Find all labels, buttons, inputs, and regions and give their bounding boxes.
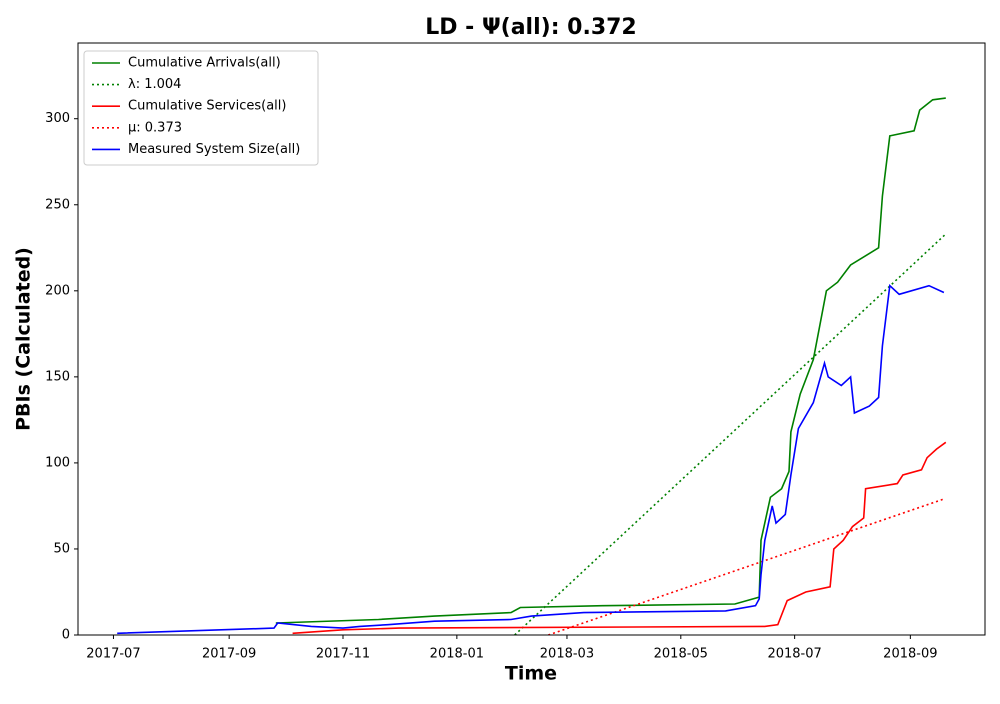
chart-title: LD - Ψ(all): 0.372 — [425, 15, 637, 40]
legend-label: λ: 1.004 — [128, 77, 181, 92]
y-axis-label: PBIs (Calculated) — [13, 247, 35, 431]
legend-label: μ: 0.373 — [128, 120, 182, 135]
y-tick-label: 150 — [45, 369, 70, 384]
y-tick-label: 0 — [62, 628, 70, 643]
legend-label: Cumulative Services(all) — [128, 99, 286, 114]
x-tick-label: 2018-09 — [883, 647, 937, 662]
x-tick-label: 2017-07 — [86, 647, 140, 662]
y-tick-label: 300 — [45, 111, 70, 126]
x-tick-label: 2018-03 — [540, 647, 594, 662]
x-tick-label: 2018-05 — [654, 647, 708, 662]
legend-label: Measured System Size(all) — [128, 142, 300, 157]
y-tick-label: 50 — [53, 541, 70, 556]
y-tick-label: 250 — [45, 197, 70, 212]
plot-frame — [77, 42, 986, 636]
x-tick-label: 2018-01 — [430, 647, 484, 662]
x-tick-label: 2018-07 — [767, 647, 821, 662]
series-line — [292, 441, 947, 635]
series-line — [117, 284, 945, 635]
x-tick-label: 2017-09 — [202, 647, 256, 662]
series-line — [514, 233, 947, 635]
y-tick-label: 200 — [45, 283, 70, 298]
legend-box — [83, 50, 319, 166]
series-line — [275, 97, 946, 624]
y-tick-label: 100 — [45, 455, 70, 470]
series-line — [548, 498, 945, 635]
x-tick-label: 2017-11 — [316, 647, 370, 662]
legend-label: Cumulative Arrivals(all) — [128, 56, 281, 71]
x-axis-label: Time — [505, 663, 557, 685]
